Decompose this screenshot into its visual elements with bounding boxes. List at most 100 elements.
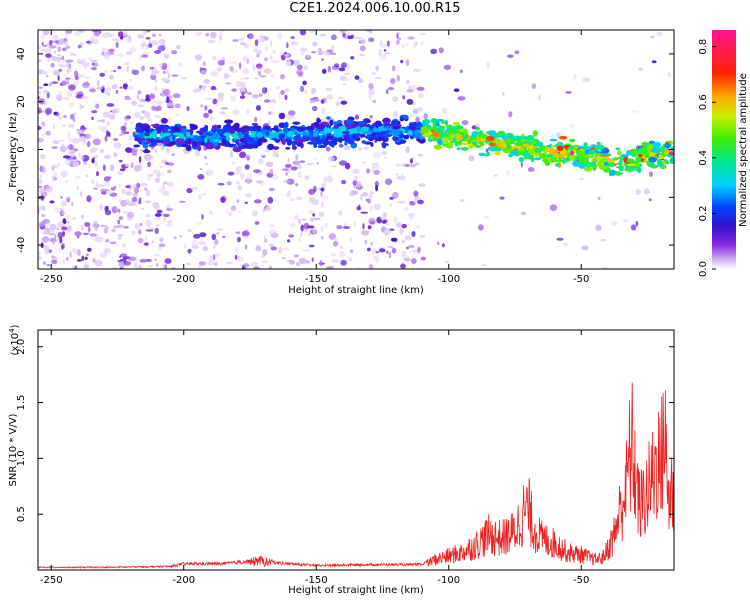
noise-blob	[41, 214, 46, 218]
noise-blob	[38, 125, 42, 131]
noise-blob	[118, 159, 123, 163]
noise-blob	[401, 223, 407, 229]
spectrogram-y-ticks: -40 -20 0 20 40	[16, 48, 674, 253]
noise-blob	[269, 54, 273, 60]
noise-blob	[276, 85, 280, 90]
noise-blob	[386, 250, 389, 255]
noise-blob	[268, 265, 273, 269]
noise-blob	[406, 59, 410, 67]
ridge-blob	[550, 144, 555, 148]
noise-blob	[321, 58, 324, 61]
noise-blob	[213, 245, 216, 249]
noise-blob	[486, 61, 490, 69]
ridge-blob	[201, 127, 208, 132]
ridge-blob	[281, 138, 286, 145]
noise-blob	[573, 74, 576, 80]
noise-blob	[296, 196, 303, 201]
noise-blob	[134, 222, 141, 230]
noise-blob	[210, 85, 217, 91]
noise-blob	[204, 163, 209, 166]
colorbar-tick-label: 0.8	[698, 39, 709, 55]
noise-blob	[156, 263, 159, 267]
ridge-blob	[627, 163, 636, 167]
noise-blob	[400, 263, 407, 269]
noise-blob	[68, 137, 73, 143]
noise-blob	[290, 36, 295, 40]
noise-blob	[341, 62, 348, 68]
noise-blob	[134, 111, 141, 119]
noise-blob	[299, 30, 307, 36]
noise-blob	[563, 242, 569, 247]
noise-blob	[81, 105, 84, 108]
noise-blob	[269, 99, 275, 103]
noise-blob	[287, 158, 290, 163]
noise-blob	[413, 68, 421, 73]
noise-blob	[243, 43, 250, 49]
noise-blob	[499, 196, 505, 200]
ridge-blob	[144, 127, 149, 133]
ridge-blob	[181, 127, 187, 134]
noise-blob	[40, 153, 46, 160]
noise-blob	[300, 47, 308, 52]
noise-blob	[387, 245, 394, 249]
noise-blob	[73, 155, 76, 160]
noise-blob	[265, 36, 269, 41]
noise-blob	[339, 160, 347, 166]
ridge-blob	[356, 125, 362, 132]
noise-blob	[128, 256, 136, 262]
ridge-blob	[480, 137, 488, 141]
ridge-blob	[336, 119, 343, 125]
noise-blob	[361, 230, 370, 236]
noise-blob	[167, 117, 172, 124]
noise-blob	[411, 265, 415, 268]
noise-blob	[144, 187, 148, 191]
noise-blob	[243, 235, 249, 239]
noise-blob	[333, 237, 338, 242]
noise-blob	[259, 75, 267, 78]
ridge-blob	[568, 154, 577, 161]
noise-blob	[251, 210, 258, 217]
noise-blob	[326, 175, 334, 183]
x-tick-label: -200	[172, 274, 195, 285]
noise-blob	[213, 254, 216, 261]
noise-blob	[72, 161, 79, 167]
ridge-blob	[143, 124, 151, 130]
ridge-blob	[549, 138, 558, 142]
noise-blob	[120, 199, 128, 207]
noise-blob	[244, 164, 250, 170]
noise-blob	[62, 115, 68, 118]
ridge-blob	[610, 169, 616, 176]
ridge-blob	[151, 124, 159, 127]
noise-blob	[405, 79, 410, 85]
noise-blob	[86, 140, 91, 148]
noise-blob	[108, 114, 116, 120]
noise-blob	[296, 64, 303, 71]
ridge-blob	[178, 132, 184, 139]
noise-blob	[400, 59, 404, 64]
noise-blob	[145, 37, 151, 40]
ridge-blob	[352, 133, 357, 140]
noise-blob	[81, 255, 85, 261]
noise-blob	[261, 260, 269, 264]
colorbar-label: Normalized spectral amplitude	[738, 73, 749, 227]
noise-blob	[145, 189, 151, 197]
ridge-blob	[428, 127, 437, 132]
noise-blob	[358, 146, 363, 151]
noise-blob	[331, 52, 337, 56]
noise-blob	[44, 248, 50, 255]
noise-blob	[119, 134, 123, 137]
ridge-blob	[556, 145, 564, 151]
noise-blob	[397, 37, 401, 41]
ridge-blob	[322, 139, 329, 146]
noise-blob	[244, 193, 252, 198]
noise-blob	[67, 131, 70, 139]
noise-blob	[61, 210, 66, 216]
noise-blob	[51, 146, 58, 149]
ridge-blob	[273, 125, 279, 132]
noise-blob	[202, 246, 208, 252]
noise-blob	[292, 59, 300, 66]
noise-blob	[53, 71, 60, 76]
noise-blob	[47, 57, 51, 63]
noise-blob	[230, 205, 237, 211]
noise-blob	[45, 53, 52, 58]
